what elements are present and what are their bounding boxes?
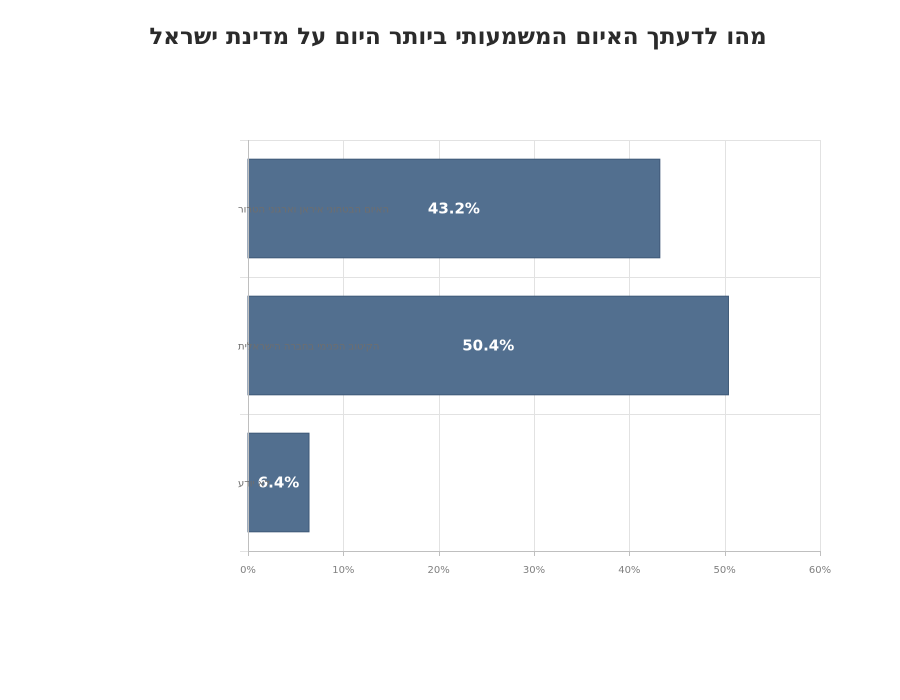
data-label: 50.4%: [462, 337, 514, 355]
axes: [248, 140, 821, 556]
x-tick-label: 20%: [428, 565, 450, 576]
chart-title: מהו לדעתך האיום המשמעותי ביותר היום על מ…: [149, 24, 767, 50]
x-tick-label: 60%: [809, 565, 831, 576]
x-tick-label: 50%: [714, 565, 736, 576]
x-tick-label: 40%: [618, 565, 640, 576]
category-label: האיום הבטחוני איראן וארגוני הטרור: [238, 205, 389, 216]
data-label: 6.4%: [258, 474, 300, 492]
bar: [247, 295, 729, 396]
labels: 43.2% האיום הבטחוני איראן וארגוני הטרור 50…: [238, 200, 831, 577]
bars: [247, 158, 729, 533]
data-label: 43.2%: [428, 200, 480, 218]
category-label: הקיטוב הפנימי בחברה הישראלית: [238, 342, 379, 353]
x-tick-label: 10%: [332, 565, 354, 576]
bar: [247, 432, 310, 533]
category-label: לא יודע: [238, 479, 270, 490]
bar: [247, 158, 661, 259]
x-tick-label: 0%: [240, 565, 256, 576]
x-tick-label: 30%: [523, 565, 545, 576]
